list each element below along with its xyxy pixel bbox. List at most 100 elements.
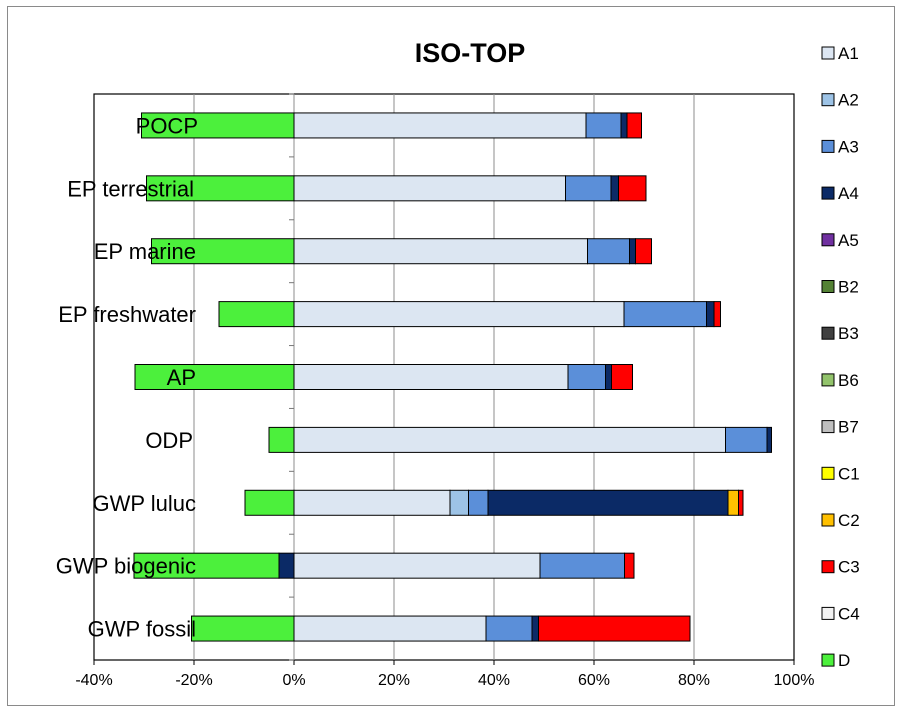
bar-segment-d [268, 426, 295, 453]
x-tick-label: 0% [282, 672, 305, 689]
legend-label: B6 [838, 371, 859, 390]
bar-segment-a1 [293, 615, 487, 642]
bar-segment-a1 [293, 301, 625, 328]
legend-swatch [821, 93, 835, 107]
bar-segment-c3 [738, 489, 744, 516]
legend-swatch [821, 466, 835, 480]
bar-segment-a1 [293, 175, 566, 202]
bar-segment-a3 [468, 489, 489, 516]
bar-segment-a3 [485, 615, 533, 642]
legend-item: B3 [821, 324, 859, 343]
legend-swatch [821, 606, 835, 620]
bar-segment-a3 [587, 238, 630, 265]
legend-swatch [821, 560, 835, 574]
legend-label: A2 [838, 91, 859, 110]
x-tick-label: -20% [175, 672, 212, 689]
bar-segment-d [218, 301, 295, 328]
legend-swatch [821, 420, 835, 434]
bar-segment-c3 [611, 364, 633, 390]
bar-segment-a3 [539, 552, 625, 579]
chart-title: ISO-TOP [415, 38, 526, 68]
category-label: GWP luluc [92, 491, 196, 516]
legend-item: A2 [821, 91, 859, 110]
category-label: POCP [136, 113, 198, 138]
legend-label: B2 [838, 278, 859, 297]
bar-segment-d [146, 175, 295, 202]
legend-swatch [821, 139, 835, 153]
bar-segment-a2 [449, 489, 469, 516]
legend-swatch [821, 326, 835, 340]
legend-item: A4 [821, 184, 859, 203]
legend-item: B6 [821, 371, 859, 390]
category-label: ODP [145, 428, 193, 453]
bar-segment-a4 [531, 615, 539, 642]
legend-swatch [821, 513, 835, 527]
bar-segment-d [244, 489, 295, 516]
plot-border [93, 93, 795, 661]
legend-label: C4 [838, 604, 860, 623]
legend-label: A4 [838, 184, 859, 203]
bar-segment-a3 [567, 364, 606, 390]
bar-segment-c2 [727, 489, 739, 516]
legend-swatch [821, 653, 835, 667]
bar-segment-a4 [706, 301, 715, 328]
legend-label: B7 [838, 418, 859, 437]
legend-label: A5 [838, 231, 859, 250]
bar-segment-d [141, 112, 295, 139]
bar-segment-a3 [585, 112, 622, 139]
legend-label: A3 [838, 137, 859, 156]
legend-item: B7 [821, 418, 859, 437]
bar-segment-a4 [605, 364, 612, 390]
x-tick-label: 40% [478, 672, 510, 689]
bar-segment-d [133, 552, 280, 579]
x-tick-label: 60% [578, 672, 610, 689]
legend-swatch [821, 46, 835, 60]
legend-swatch [821, 233, 835, 247]
bar-segment-d [134, 364, 295, 390]
legend-item: C2 [821, 511, 860, 530]
bar-segment-a4 [766, 426, 772, 453]
bar-segment-a1 [293, 489, 451, 516]
x-tick-label: 20% [378, 672, 410, 689]
legend-item: C4 [821, 604, 860, 623]
bar-segment-a1 [293, 552, 541, 579]
bar-segment-a4 [629, 238, 636, 265]
legend-item: C1 [821, 464, 860, 483]
legend-item: A3 [821, 137, 859, 156]
bar-segment-a1 [293, 112, 587, 139]
bar-segment-a3 [623, 301, 707, 328]
legend-item: C3 [821, 558, 860, 577]
category-label: EP terrestrial [67, 176, 194, 201]
bar-segment-a4 [620, 112, 628, 139]
legend-label: C3 [838, 558, 860, 577]
bar-segment-c3 [635, 238, 652, 265]
category-label: GWP fossil [88, 617, 196, 642]
bar-segment-c3 [624, 552, 635, 579]
legend-label: C2 [838, 511, 860, 530]
legend-swatch [821, 280, 835, 293]
bar-segment-a4 [487, 489, 729, 516]
legend-swatch [821, 373, 835, 387]
bar-segment-a4 [278, 552, 295, 579]
plot-area: -40% -20% 0% 20% 40% 60% 80% 100% POCP EP terrest… [56, 93, 814, 689]
legend-item: A5 [821, 231, 859, 250]
bar-segment-c3 [538, 615, 691, 642]
legend-item: A1 [821, 44, 859, 63]
bar-segment-a4 [610, 175, 619, 202]
bar-segment-c3 [618, 175, 647, 202]
category-label: AP [167, 365, 196, 390]
bars [133, 112, 772, 642]
bar-segment-a1 [293, 364, 569, 390]
bar-segment-a3 [725, 426, 768, 453]
bar-segment-a1 [293, 426, 726, 453]
category-label: EP freshwater [58, 302, 196, 327]
category-label: GWP biogenic [56, 554, 196, 579]
chart-frame [7, 6, 895, 706]
bar-segment-d [151, 238, 295, 265]
legend-label: D [838, 651, 850, 670]
legend-item: D [821, 651, 850, 670]
legend-swatch [821, 186, 835, 200]
legend-label: A1 [838, 44, 859, 63]
bar-segment-c3 [626, 112, 642, 139]
